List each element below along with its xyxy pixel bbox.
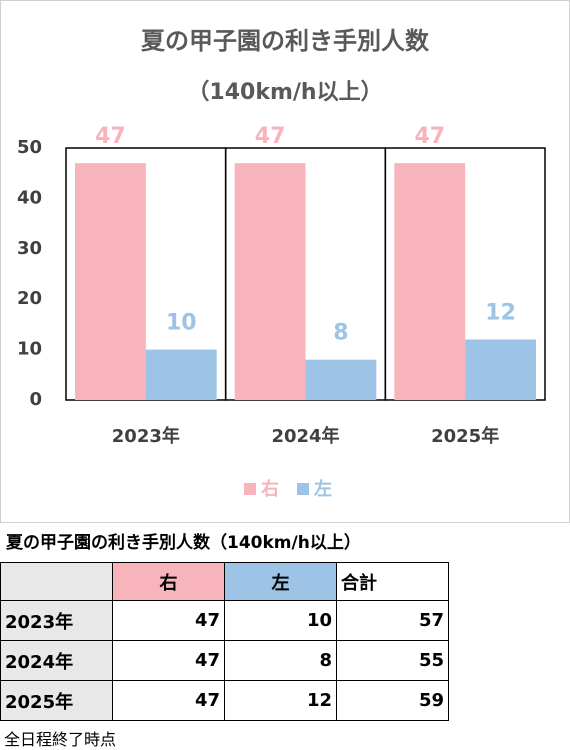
row-label: 2025年 — [0, 680, 113, 721]
y-tick-label: 40 — [17, 187, 42, 208]
y-tick-label: 50 — [17, 137, 42, 158]
cell: 59 — [336, 680, 449, 721]
x-tick-label: 2023年 — [112, 425, 180, 447]
cell: 47 — [112, 680, 225, 721]
chart-subtitle: （140km/h以上） — [187, 80, 382, 105]
legend-swatch — [244, 483, 256, 495]
value-label: 10 — [166, 311, 197, 336]
y-tick-label: 20 — [17, 288, 42, 309]
note: 全日程終了時点 — [4, 730, 117, 749]
value-label: 12 — [485, 301, 516, 326]
header-cell: 左 — [224, 562, 337, 601]
legend-swatch — [297, 483, 309, 495]
value-label: 47 — [414, 124, 445, 149]
bar — [465, 339, 536, 400]
cell: 47 — [112, 600, 225, 641]
data-table: 右 左 合計 2023年 47 10 57 2024年 47 8 55 2025年 47 12 5… — [0, 562, 449, 721]
bar — [394, 163, 466, 400]
bar — [145, 349, 217, 400]
value-label: 8 — [333, 321, 348, 346]
x-tick-label: 2024年 — [271, 425, 339, 447]
value-label: 47 — [255, 124, 286, 149]
y-tick-label: 0 — [29, 389, 42, 410]
cell: 10 — [224, 600, 337, 641]
value-label: 47 — [95, 124, 126, 149]
header-cell: 右 — [112, 562, 225, 601]
cell: 8 — [224, 640, 337, 681]
corner-cell — [0, 562, 113, 601]
x-tick-label: 2025年 — [431, 425, 499, 447]
legend-label: 左 — [314, 478, 332, 500]
y-tick-label: 10 — [17, 339, 42, 360]
bar — [305, 359, 377, 400]
table-title: 夏の甲子園の利き手別人数（140km/h以上） — [6, 533, 361, 553]
cell: 47 — [112, 640, 225, 681]
row-label: 2024年 — [0, 640, 113, 681]
bar — [75, 163, 146, 400]
legend-label: 右 — [261, 478, 279, 500]
header-cell: 合計 — [336, 562, 449, 601]
row-label: 2023年 — [0, 600, 113, 641]
cell: 57 — [336, 600, 449, 641]
chart-title: 夏の甲子園の利き手別人数 — [141, 27, 430, 55]
bar — [234, 163, 306, 400]
chart: 夏の甲子園の利き手別人数 （140km/h以上） 0 10 20 30 40 50 2023… — [0, 0, 570, 523]
y-tick-label: 30 — [17, 238, 42, 259]
cell: 55 — [336, 640, 449, 681]
cell: 12 — [224, 680, 337, 721]
